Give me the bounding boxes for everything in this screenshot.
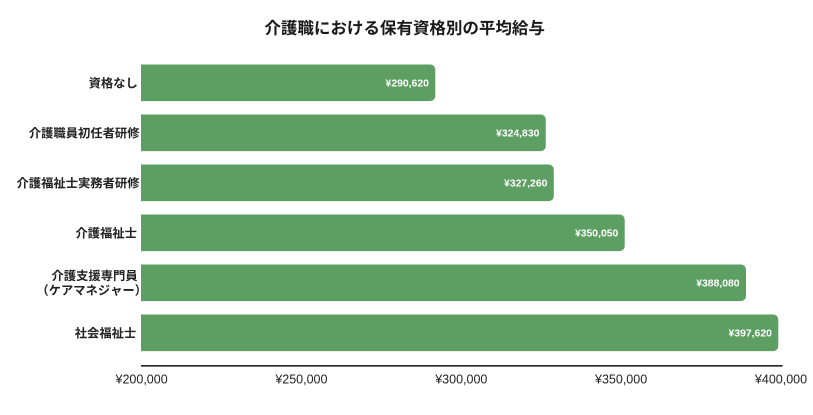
svg-text:¥388,080: ¥388,080 xyxy=(696,279,740,290)
svg-text:¥250,000: ¥250,000 xyxy=(274,373,327,387)
svg-text:¥400,000: ¥400,000 xyxy=(754,373,807,387)
svg-text:¥350,000: ¥350,000 xyxy=(594,373,647,387)
svg-text:¥290,620: ¥290,620 xyxy=(386,79,430,90)
svg-text:¥350,050: ¥350,050 xyxy=(575,229,619,240)
svg-text:¥200,000: ¥200,000 xyxy=(115,373,168,387)
svg-text:¥324,830: ¥324,830 xyxy=(496,129,540,140)
svg-text:¥300,000: ¥300,000 xyxy=(434,373,487,387)
svg-text:¥327,260: ¥327,260 xyxy=(504,179,548,190)
svg-text:¥397,620: ¥397,620 xyxy=(729,329,773,340)
